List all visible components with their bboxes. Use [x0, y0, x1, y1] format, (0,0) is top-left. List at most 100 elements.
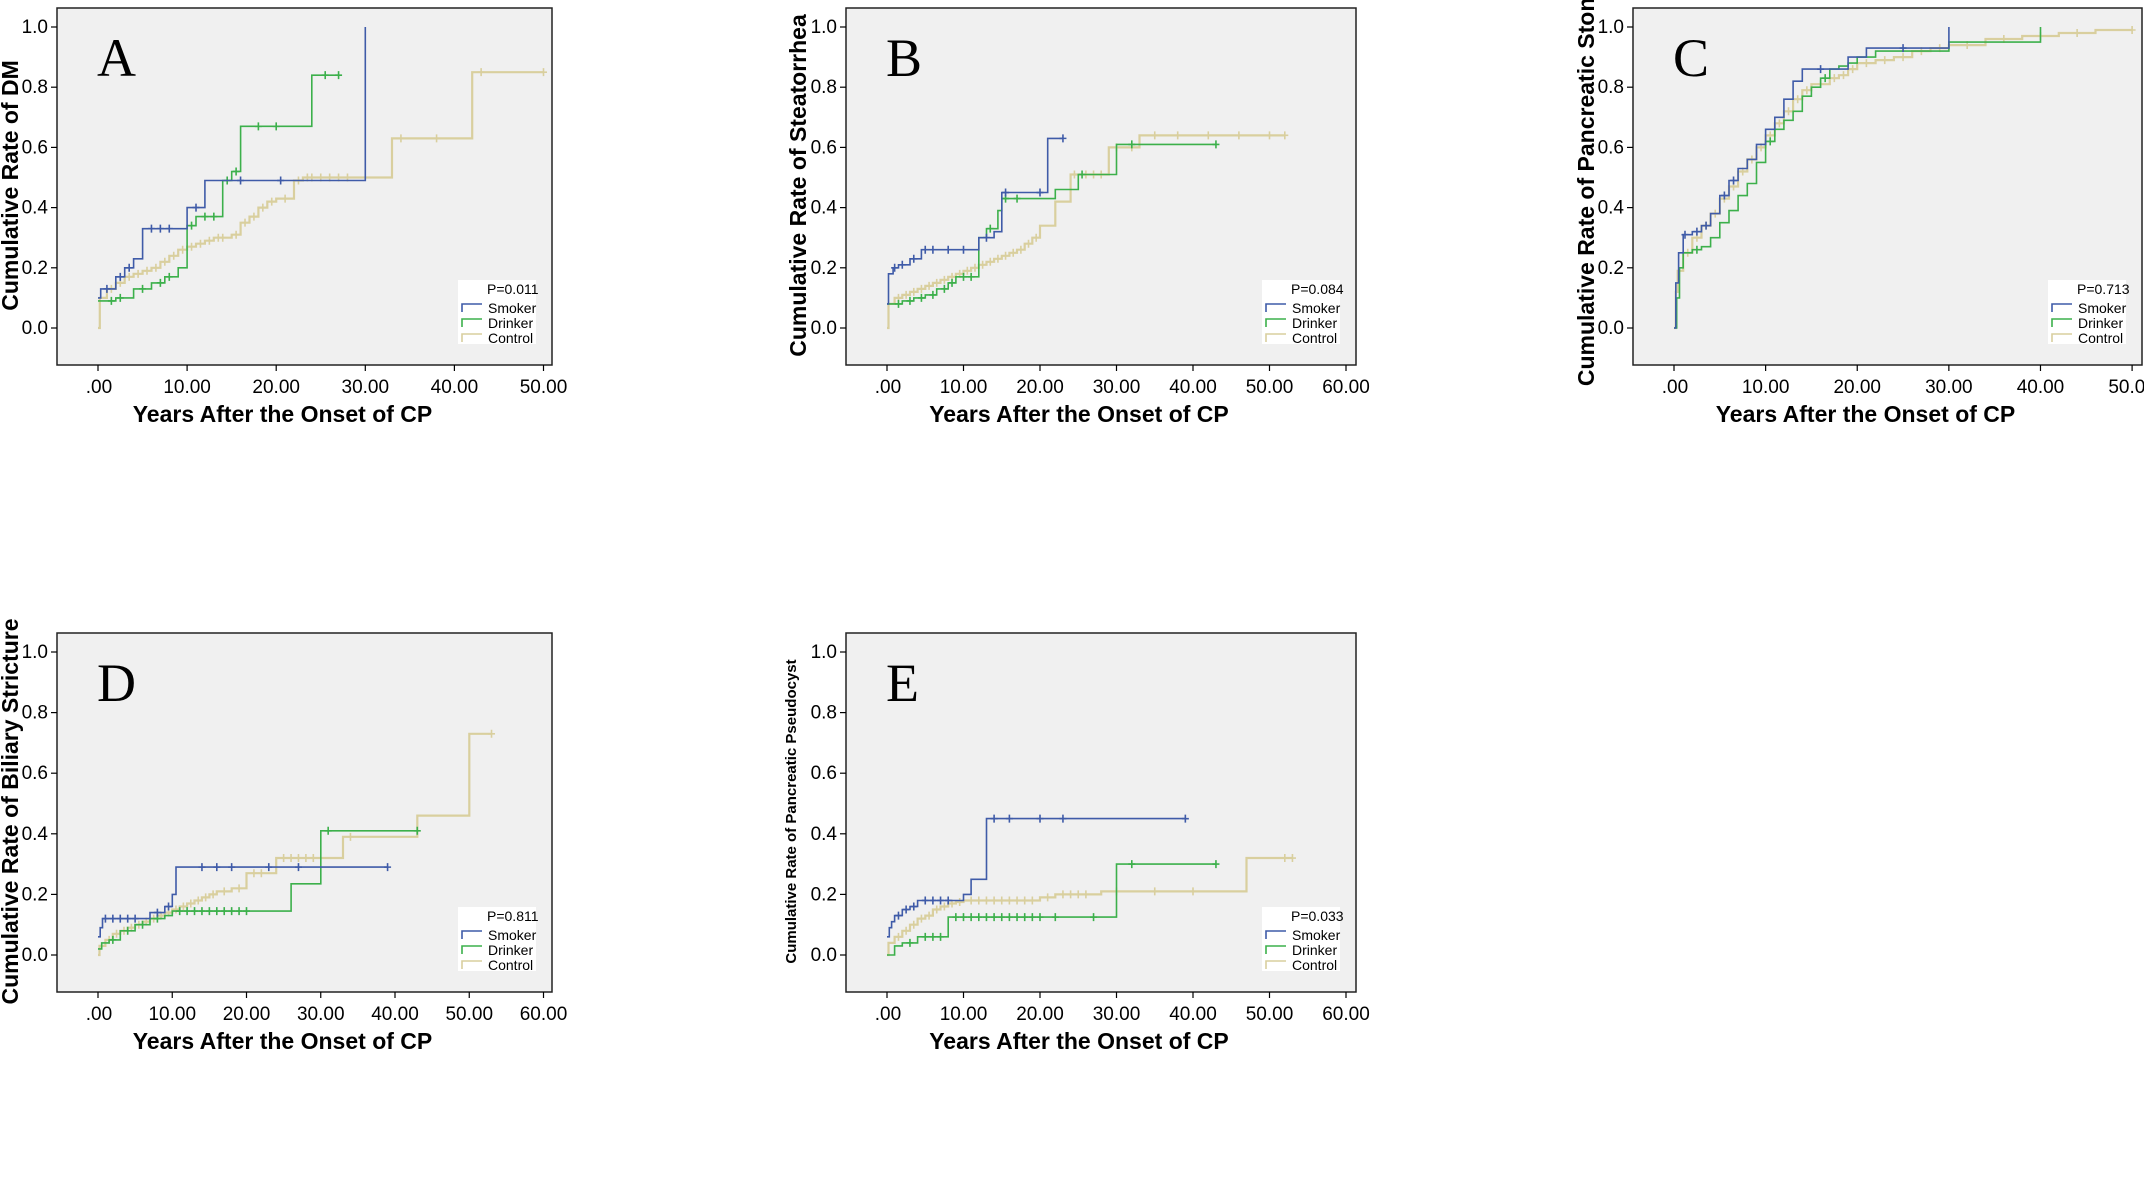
- panel-a-series-smoker-censor-mark: [103, 284, 111, 293]
- panel-e-legend-swatch-control: [1265, 960, 1286, 969]
- panel-e-xtick-label: 40.00: [1169, 1004, 1217, 1025]
- panel-c-series-smoker-censor-mark: [1720, 191, 1728, 200]
- panel-c-legend-label-control: Control: [2078, 330, 2123, 346]
- panel-e-series-control-censor-mark: [1151, 887, 1159, 896]
- panel-e: 0.0 0.2 0.4 0.6 0.8 1.0 .00 10.00 20.00 30.00 40.0…: [783, 632, 1370, 1054]
- panel-d: 0.0 0.2 0.4 0.6 0.8 1.0 .00 10.00 20.00 30.00 40.0…: [0, 619, 567, 1055]
- panel-e-ytick-label: 0.2: [811, 884, 837, 905]
- panel-e-ytick-label: 0.0: [811, 945, 837, 966]
- panel-e-ytick-label: 0.4: [811, 824, 838, 845]
- panel-d-xtick-label: 50.00: [445, 1004, 493, 1025]
- panel-e-series-drinker-censor-mark: [982, 913, 990, 922]
- panel-c-series-drinker-censor-mark: [1693, 245, 1701, 254]
- panel-b-xtick-label: 50.00: [1246, 377, 1294, 398]
- panel-b-series-smoker-censor-mark: [1002, 188, 1010, 197]
- panel-b-series-smoker-censor-mark: [929, 245, 937, 254]
- panel-e-series-control-censor-mark: [1082, 890, 1090, 899]
- panel-d-ytick-label: 0.2: [22, 884, 48, 905]
- panel-e-series-smoker-censor-mark: [910, 902, 918, 911]
- panel-d-series-control-censor-mark: [113, 929, 121, 938]
- panel-d-xtick-label: 60.00: [520, 1004, 568, 1025]
- panel-e-series-control-censor-mark: [1044, 893, 1052, 902]
- panel-e-series-drinker-censor-mark: [1212, 860, 1220, 869]
- panel-c-p-value: P=0.713: [2077, 281, 2130, 297]
- panel-b-series-control-censor-mark: [994, 254, 1002, 263]
- panel-a-series-control-censor-mark: [143, 266, 151, 275]
- panel-b-series-control-censor-mark: [986, 257, 994, 266]
- panel-b-legend-swatch-smoker: [1265, 303, 1286, 312]
- panel-b-series-control-censor-mark: [1032, 233, 1040, 242]
- panel-e-p-value: P=0.033: [1291, 908, 1344, 924]
- panel-d-ytick-label: 0.8: [22, 703, 48, 724]
- panel-b-ytick-label: 1.0: [811, 17, 837, 38]
- panel-a-xtick-label: 20.00: [252, 377, 300, 398]
- panel-b-series-smoker-censor-mark: [898, 260, 906, 269]
- panel-d-x-axis-title: Years After the Onset of CP: [133, 1028, 433, 1054]
- panel-c-ytick-label: 0.0: [1598, 318, 1624, 339]
- panel-d-xtick-label: 40.00: [371, 1004, 419, 1025]
- panel-d-series-drinker-censor-mark: [183, 907, 191, 916]
- panel-e-series-control-censor-mark: [1028, 896, 1036, 905]
- panel-a-series-control-censor-mark: [152, 263, 160, 272]
- panel-a-ytick-label: 0.6: [22, 137, 48, 158]
- panel-a-series-control-censor-mark: [281, 194, 289, 203]
- panel-c-xtick-label: .00: [1662, 377, 1688, 398]
- panel-d-series-drinker-censor-mark: [205, 907, 213, 916]
- panel-e-series-smoker: [887, 814, 1189, 938]
- panel-e-letter: E: [886, 653, 919, 713]
- panel-c-series-control-censor-mark: [1849, 65, 1857, 74]
- panel-c-series-control-censor-mark: [1840, 71, 1847, 80]
- panel-d-series-drinker-censor-mark: [243, 907, 250, 916]
- panel-b-series-control-censor-mark: [917, 284, 925, 293]
- panel-a-legend-swatch-smoker: [461, 303, 482, 312]
- panel-e-series-drinker-censor-mark: [990, 913, 998, 922]
- panel-e-series-drinker-censor-mark: [998, 913, 1006, 922]
- panel-c-series-control-censor-mark: [1881, 56, 1889, 65]
- panel-a-p-value: P=0.011: [487, 281, 539, 297]
- panel-c-series-control-censor-mark: [1803, 86, 1811, 95]
- panel-b-series-control-censor-mark: [1070, 170, 1078, 179]
- panel-b-p-value: P=0.084: [1291, 281, 1344, 297]
- panel-d-letter: D: [97, 653, 136, 713]
- panel-e-series-smoker-censor-mark: [1005, 814, 1013, 823]
- panel-d-xtick-label: .00: [86, 1004, 112, 1025]
- panel-a-series-drinker-censor-mark: [232, 167, 240, 176]
- panel-c-series-control-censor-mark: [2073, 29, 2081, 38]
- panel-b-series-drinker-censor-mark: [960, 272, 967, 281]
- panel-a-series-control-censor-mark: [268, 197, 276, 206]
- panel-a-series-drinker-censor-mark: [335, 71, 343, 80]
- panel-e-series-drinker-censor-mark: [1128, 860, 1136, 869]
- panel-a-series-smoker-censor-mark: [156, 224, 164, 233]
- panel-c-series-drinker-censor-mark: [1766, 137, 1774, 146]
- panel-b-series-smoker-censor-mark: [891, 263, 899, 272]
- panel-a-legend-label-smoker: Smoker: [488, 300, 537, 316]
- panel-c-x-axis-title: Years After the Onset of CP: [1716, 401, 2016, 427]
- panel-b-letter: B: [886, 28, 922, 88]
- panel-c-ytick-label: 0.2: [1598, 258, 1624, 279]
- panel-e-series-drinker-censor-mark: [929, 932, 937, 941]
- panel-a-series-drinker-censor-mark: [210, 212, 218, 221]
- panel-d-series-drinker-censor-mark: [124, 926, 132, 935]
- panel-b-xtick-label: 30.00: [1093, 377, 1141, 398]
- panel-a-xtick-label: 10.00: [163, 377, 211, 398]
- panel-d-series-smoker-censor-mark: [198, 863, 206, 872]
- panel-c-xtick-label: 10.00: [1742, 377, 1790, 398]
- panel-e-series-smoker-censor-mark: [921, 896, 929, 905]
- panel-b-series-control-censor-mark: [963, 266, 971, 275]
- panel-d-series-control-censor-mark: [346, 832, 354, 841]
- panel-d-series-drinker-censor-mark: [213, 907, 221, 916]
- panel-d-series-control-censor-mark: [179, 902, 187, 911]
- panel-d-series-drinker-censor-mark: [413, 826, 421, 835]
- panel-c-series-control-censor-mark: [1830, 74, 1838, 83]
- panel-d-series-control-censor-mark: [488, 729, 496, 738]
- panel-c-xtick-label: 30.00: [1925, 377, 1973, 398]
- panel-e-series-control-censor-mark: [990, 896, 998, 905]
- panel-e-series-smoker-censor-mark: [944, 896, 952, 905]
- panel-d-ytick-label: 0.6: [22, 763, 48, 784]
- panel-d-series-control-censor-mark: [280, 854, 288, 863]
- panel-c-series-smoker-censor-mark: [1730, 176, 1738, 185]
- panel-d-legend-label-smoker: Smoker: [488, 927, 537, 943]
- panel-e-xtick-label: 30.00: [1093, 1004, 1141, 1025]
- panel-a-ytick-label: 0.0: [22, 318, 48, 339]
